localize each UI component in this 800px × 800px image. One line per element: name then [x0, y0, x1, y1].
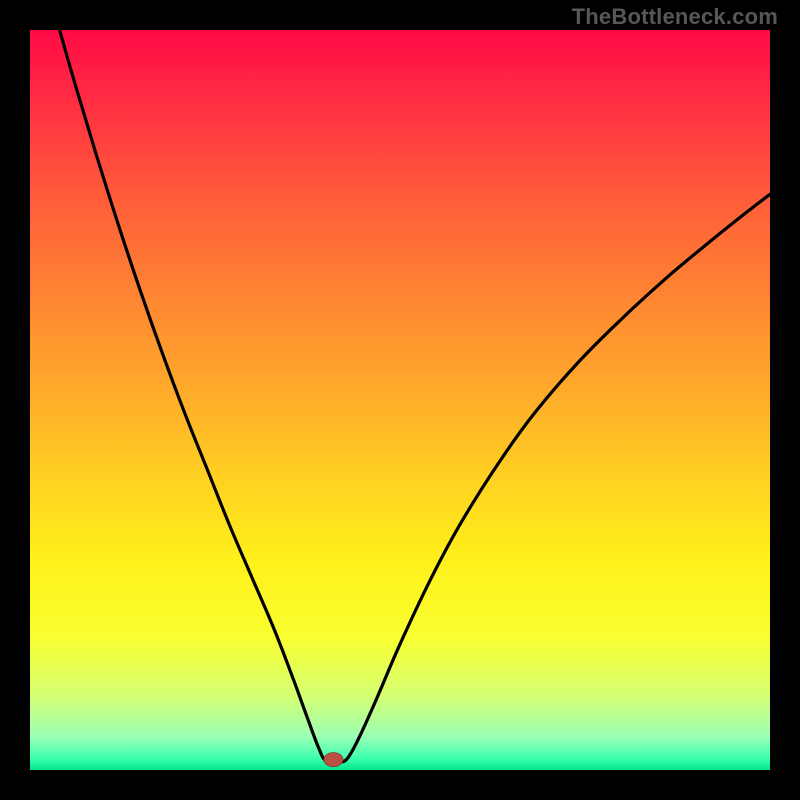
bottleneck-chart	[30, 30, 770, 770]
optimal-point-marker	[324, 753, 343, 767]
watermark-text: TheBottleneck.com	[572, 4, 778, 30]
chart-svg	[30, 30, 770, 770]
